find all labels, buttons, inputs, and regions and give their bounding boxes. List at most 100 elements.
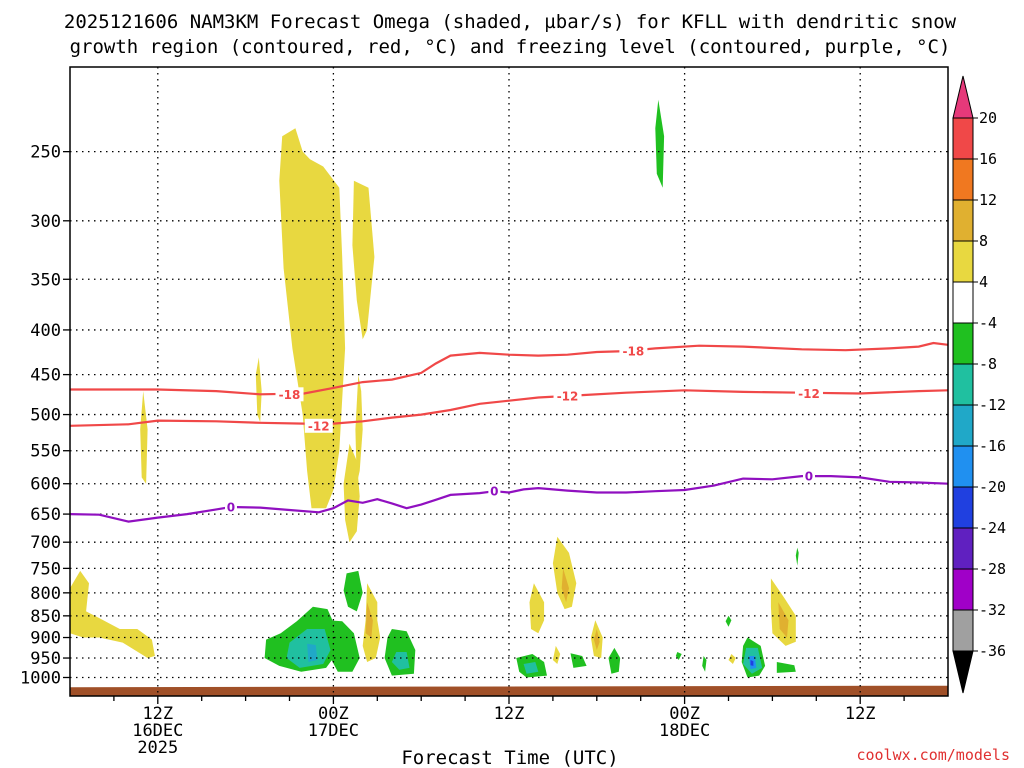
contour-line-1 xyxy=(70,389,948,427)
colorbar-label-7: -12 xyxy=(979,396,1006,414)
credit-link[interactable]: coolwx.com/models xyxy=(856,746,1010,764)
contour-label-1-1: -12 xyxy=(557,389,579,403)
omega-region-4-8 xyxy=(529,583,545,634)
ytick-label-550: 550 xyxy=(30,442,61,462)
title-line-1: 2025121606 NAM3KM Forecast Omega (shaded… xyxy=(64,11,957,33)
plot-grid xyxy=(70,67,948,696)
xtick-label-42-1: 18DEC xyxy=(659,721,710,741)
ytick-label-450: 450 xyxy=(30,366,61,386)
colorbar-label-3: 8 xyxy=(979,232,988,250)
colorbar-label-12: -32 xyxy=(979,601,1006,619)
colorbar-swatch-4 xyxy=(952,281,974,324)
omega-region-4-11 xyxy=(552,645,561,664)
contour-label-2-1: 0 xyxy=(490,485,498,499)
omega-region-neg4-28 xyxy=(675,652,682,660)
colorbar-swatch-6 xyxy=(952,363,974,406)
contour-label-bg xyxy=(553,388,582,403)
contour-label-bg xyxy=(224,500,237,515)
pressure-axis: 2503003504004505005506006507007508008509… xyxy=(20,143,70,688)
colorbar-label-11: -28 xyxy=(979,560,1006,578)
ytick-label-600: 600 xyxy=(30,475,61,495)
omega-region-neg4-24 xyxy=(608,647,621,674)
colorbar-swatch-8 xyxy=(952,445,974,488)
contour-label-bg xyxy=(488,484,501,499)
colorbar-swatch-2 xyxy=(952,199,974,242)
colorbar-swatch-1 xyxy=(952,158,974,201)
omega-region-4-13 xyxy=(728,654,736,664)
contour-label-bg xyxy=(275,387,304,402)
ytick-label-950: 950 xyxy=(30,649,61,669)
ytick-label-850: 850 xyxy=(30,607,61,627)
omega-region-neg4-19 xyxy=(343,570,363,612)
contour-label-bg xyxy=(802,469,815,484)
colorbar: 20 16 12 8 4 -4 -8 -12 -16 -20 -24 -28 -32 -36 xyxy=(952,75,1006,694)
temperature-contours: -18 -18 -12 -12 -12 0 0 0 xyxy=(70,341,948,523)
ytick-label-650: 650 xyxy=(30,505,61,525)
omega-region-4-2 xyxy=(343,443,360,543)
title-line-2: growth region (contoured, red, °C) and f… xyxy=(70,36,951,58)
contour-label-2-0: 0 xyxy=(227,501,235,515)
omega-region-8-16 xyxy=(593,629,600,650)
ytick-label-300: 300 xyxy=(30,212,61,232)
colorbar-swatch-9 xyxy=(952,486,974,529)
colorbar-label-2: 12 xyxy=(979,191,997,209)
omega-region-neg4-29 xyxy=(702,656,707,672)
contour-label-1-2: -12 xyxy=(798,387,820,401)
omega-region-8-14 xyxy=(365,602,373,638)
colorbar-label-1: 16 xyxy=(979,150,997,168)
colorbar-swatch-11 xyxy=(952,568,974,611)
ytick-label-250: 250 xyxy=(30,143,61,163)
xtick-label-18-1: 17DEC xyxy=(308,721,359,741)
colorbar-bottom-arrow xyxy=(952,650,974,694)
colorbar-swatch-0 xyxy=(952,117,974,160)
xtick-label-18-0: 00Z xyxy=(318,704,349,724)
contour-label-2-2: 0 xyxy=(805,470,813,484)
colorbar-label-13: -36 xyxy=(979,642,1006,660)
omega-region-neg8-33 xyxy=(391,652,410,670)
colorbar-swatch-5 xyxy=(952,322,974,365)
ytick-label-700: 700 xyxy=(30,533,61,553)
colorbar-swatch-10 xyxy=(952,527,974,570)
contour-label-bg xyxy=(304,418,333,433)
omega-region-4-9 xyxy=(552,536,577,610)
chart-title: 2025121606 NAM3KM Forecast Omega (shaded… xyxy=(64,11,957,58)
colorbar-swatch-7 xyxy=(952,404,974,447)
omega-region-neg4-27 xyxy=(725,615,732,627)
contour-label-bg xyxy=(794,386,823,401)
omega-region-neg4-31 xyxy=(655,99,665,188)
omega-region-4-5 xyxy=(140,391,148,484)
contour-line-2 xyxy=(70,475,948,523)
x-axis-label: Forecast Time (UTC) xyxy=(401,747,618,768)
omega-shading xyxy=(70,99,948,696)
omega-region-neg4-23 xyxy=(570,653,587,668)
omega-region-terrain-39 xyxy=(70,685,948,696)
ytick-label-1000: 1000 xyxy=(20,668,61,688)
ytick-label-800: 800 xyxy=(30,584,61,604)
omega-region-8-15 xyxy=(561,568,569,603)
contour-label-0-1: -18 xyxy=(623,345,645,359)
ytick-label-750: 750 xyxy=(30,559,61,579)
colorbar-label-8: -16 xyxy=(979,437,1006,455)
xtick-label-6-0: 12Z xyxy=(142,704,173,724)
omega-region-4-6 xyxy=(70,570,155,658)
ytick-label-400: 400 xyxy=(30,321,61,341)
ytick-label-900: 900 xyxy=(30,629,61,649)
xtick-label-6-2: 2025 xyxy=(137,738,178,758)
omega-region-neg4-26 xyxy=(776,662,796,673)
colorbar-label-9: -20 xyxy=(979,478,1006,496)
ytick-label-500: 500 xyxy=(30,406,61,426)
colorbar-top-arrow xyxy=(952,75,974,119)
ytick-label-350: 350 xyxy=(30,270,61,290)
colorbar-label-10: -24 xyxy=(979,519,1006,537)
xtick-label-54-0: 12Z xyxy=(845,704,876,724)
omega-region-neg12-36 xyxy=(307,643,318,662)
xtick-label-42-0: 00Z xyxy=(669,704,700,724)
colorbar-swatch-12 xyxy=(952,609,974,652)
colorbar-swatch-3 xyxy=(952,240,974,283)
omega-region-neg4-20 xyxy=(327,620,360,672)
omega-region-neg8-34 xyxy=(523,662,539,674)
colorbar-label-0: 20 xyxy=(979,109,997,127)
contour-line-0 xyxy=(70,341,948,396)
